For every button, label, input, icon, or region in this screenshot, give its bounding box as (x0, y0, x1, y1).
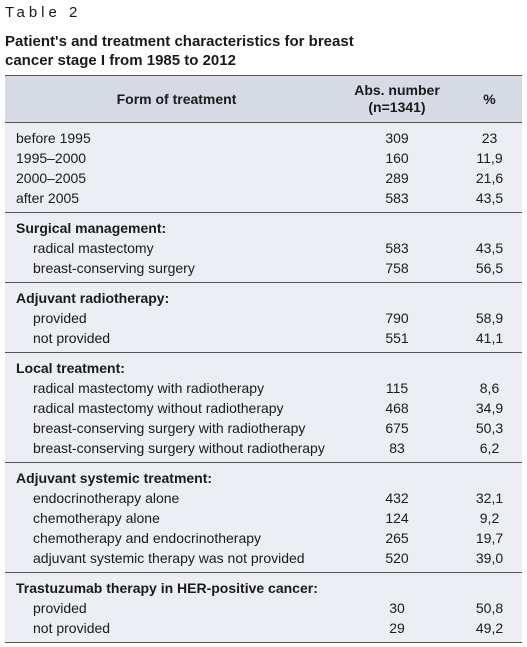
percent: 23 (457, 122, 522, 148)
abs-number: 83 (337, 438, 457, 463)
percent: 50,3 (457, 418, 522, 438)
abs-number: 432 (337, 488, 457, 508)
abs-number: 115 (337, 378, 457, 398)
group-heading-row: Adjuvant systemic treatment: (5, 462, 522, 488)
row-label: radical mastectomy without radiotherapy (5, 398, 337, 418)
header-row: Form of treatment Abs. number (n=1341) % (5, 75, 522, 123)
table-row: provided 790 58,9 (5, 308, 522, 328)
table-row: provided 30 50,8 (5, 598, 522, 618)
table-row: after 2005 583 43,5 (5, 188, 522, 213)
group-heading-row: Adjuvant radiotherapy: (5, 282, 522, 308)
row-label: breast-conserving surgery without radiot… (5, 438, 337, 463)
row-label: provided (5, 598, 337, 618)
percent: 11,9 (457, 148, 522, 168)
percent: 34,9 (457, 398, 522, 418)
table: Form of treatment Abs. number (n=1341) %… (5, 75, 522, 643)
table-row: radical mastectomy 583 43,5 (5, 238, 522, 258)
abs-number: 583 (337, 188, 457, 213)
percent: 43,5 (457, 188, 522, 213)
percent: 41,1 (457, 328, 522, 353)
table-row: chemotherapy alone 124 9,2 (5, 508, 522, 528)
table-row: radical mastectomy with radiotherapy 115 8… (5, 378, 522, 398)
row-label: adjuvant systemic therapy was not provid… (5, 548, 337, 573)
row-label: chemotherapy alone (5, 508, 337, 528)
row-label: radical mastectomy (5, 238, 337, 258)
row-label: 1995–2000 (5, 148, 337, 168)
row-label: not provided (5, 328, 337, 353)
group-heading: Adjuvant systemic treatment: (5, 462, 522, 488)
abs-number: 551 (337, 328, 457, 353)
percent: 56,5 (457, 258, 522, 283)
abs-number: 124 (337, 508, 457, 528)
table-body: before 1995 309 23 1995–2000 160 11,9 2000–200… (5, 122, 522, 643)
row-label: radical mastectomy with radiotherapy (5, 378, 337, 398)
percent: 32,1 (457, 488, 522, 508)
group-heading: Adjuvant radiotherapy: (5, 282, 522, 308)
group-heading-row: Surgical management: (5, 212, 522, 238)
percent: 8,6 (457, 378, 522, 398)
group-heading-row: Trastuzumab therapy in HER-positive canc… (5, 572, 522, 598)
table-row: breast-conserving surgery with radiother… (5, 418, 522, 438)
row-label: after 2005 (5, 188, 337, 213)
abs-number: 790 (337, 308, 457, 328)
table-row: 1995–2000 160 11,9 (5, 148, 522, 168)
percent: 6,2 (457, 438, 522, 463)
table-row: breast-conserving surgery without radiot… (5, 438, 522, 463)
header-cell: Form of treatment (5, 75, 337, 123)
group-heading: Surgical management: (5, 212, 522, 238)
header-text: Abs. number (n=1341) (354, 82, 440, 115)
header-cell: % (457, 75, 522, 123)
row-label: provided (5, 308, 337, 328)
row-label: before 1995 (5, 122, 337, 148)
row-label: breast-conserving surgery (5, 258, 337, 283)
abs-number: 309 (337, 122, 457, 148)
table-row: not provided 551 41,1 (5, 328, 522, 353)
table-row: endocrinotherapy alone 432 32,1 (5, 488, 522, 508)
percent: 21,6 (457, 168, 522, 188)
abs-number: 675 (337, 418, 457, 438)
row-label: chemotherapy and endocrinotherapy (5, 528, 337, 548)
table-row: radical mastectomy without radiotherapy 4… (5, 398, 522, 418)
percent: 49,2 (457, 618, 522, 643)
group-heading: Local treatment: (5, 352, 522, 378)
row-label: endocrinotherapy alone (5, 488, 337, 508)
table-row: breast-conserving surgery 758 56,5 (5, 258, 522, 283)
row-label: 2000–2005 (5, 168, 337, 188)
table-row: adjuvant systemic therapy was not provid… (5, 548, 522, 573)
table-row: before 1995 309 23 (5, 122, 522, 148)
table-row: 2000–2005 289 21,6 (5, 168, 522, 188)
table-row: chemotherapy and endocrinotherapy 265 19,7 (5, 528, 522, 548)
table-label: Table 2 (5, 4, 82, 21)
percent: 9,2 (457, 508, 522, 528)
abs-number: 289 (337, 168, 457, 188)
percent: 50,8 (457, 598, 522, 618)
percent: 43,5 (457, 238, 522, 258)
percent: 58,9 (457, 308, 522, 328)
row-label: not provided (5, 618, 337, 643)
abs-number: 520 (337, 548, 457, 573)
abs-number: 265 (337, 528, 457, 548)
table-row: not provided 29 49,2 (5, 618, 522, 643)
row-label: breast-conserving surgery with radiother… (5, 418, 337, 438)
group-heading: Trastuzumab therapy in HER-positive canc… (5, 572, 522, 598)
percent: 39,0 (457, 548, 522, 573)
abs-number: 30 (337, 598, 457, 618)
abs-number: 29 (337, 618, 457, 643)
percent: 19,7 (457, 528, 522, 548)
abs-number: 468 (337, 398, 457, 418)
header-cell: Abs. number (n=1341) (337, 75, 457, 123)
abs-number: 583 (337, 238, 457, 258)
group-heading-row: Local treatment: (5, 352, 522, 378)
table-title: Patient's and treatment characteristics … (5, 33, 354, 69)
abs-number: 160 (337, 148, 457, 168)
abs-number: 758 (337, 258, 457, 283)
